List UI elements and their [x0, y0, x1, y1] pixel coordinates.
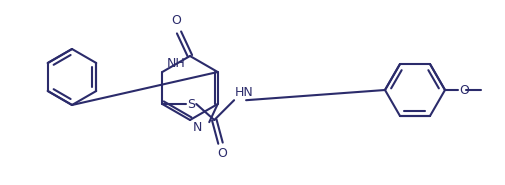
Text: NH: NH: [166, 57, 185, 70]
Text: S: S: [187, 97, 195, 110]
Text: HN: HN: [235, 86, 254, 99]
Text: N: N: [192, 121, 202, 134]
Text: O: O: [458, 83, 468, 97]
Text: O: O: [217, 147, 227, 160]
Text: O: O: [171, 14, 181, 27]
